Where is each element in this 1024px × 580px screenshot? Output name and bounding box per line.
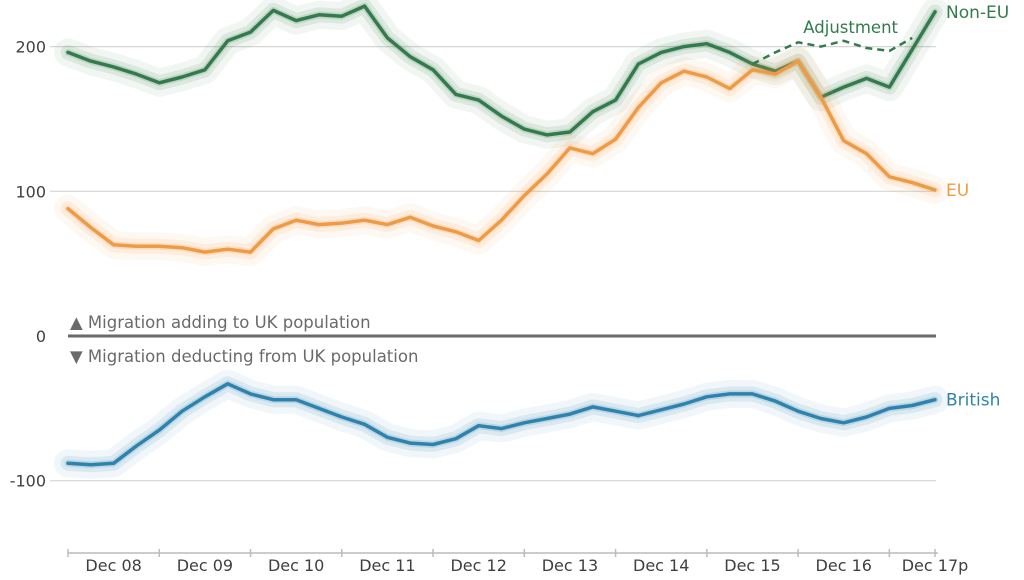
x-axis-tick-label: Dec 09: [177, 556, 233, 575]
british-line: [66, 382, 937, 467]
x-axis-tick-label: Dec 12: [450, 556, 506, 575]
x-axis-tick-label: Dec 15: [724, 556, 780, 575]
x-axis-tick-label: Dec 11: [359, 556, 415, 575]
y-axis-tick-label: 100: [15, 182, 46, 201]
annotation-adding-to-population: ▲ Migration adding to UK population: [70, 313, 371, 332]
x-axis-tick-label: Dec 08: [85, 556, 141, 575]
y-axis-tick-label: 0: [36, 327, 46, 346]
british-series-label: British: [946, 391, 1000, 411]
eu-line: [66, 59, 937, 254]
x-axis-tick-label: Dec 16: [816, 556, 872, 575]
eu-series-label: EU: [946, 181, 969, 201]
y-axis-tick-label: 200: [15, 38, 46, 57]
y-axis-tick-label: -100: [10, 472, 46, 491]
non-eu-series-label: Non-EU: [946, 3, 1009, 23]
x-axis-tick-label: Dec 14: [633, 556, 689, 575]
annotation-deducting-from-population: ▼ Migration deducting from UK population: [70, 347, 418, 366]
adjustment-label: Adjustment: [803, 18, 898, 37]
adjustment-dashed-line: [751, 36, 913, 66]
x-axis-tick-label: Dec 17p: [902, 556, 969, 575]
x-axis-tick-label: Dec 10: [268, 556, 324, 575]
x-axis-tick-label: Dec 13: [542, 556, 598, 575]
